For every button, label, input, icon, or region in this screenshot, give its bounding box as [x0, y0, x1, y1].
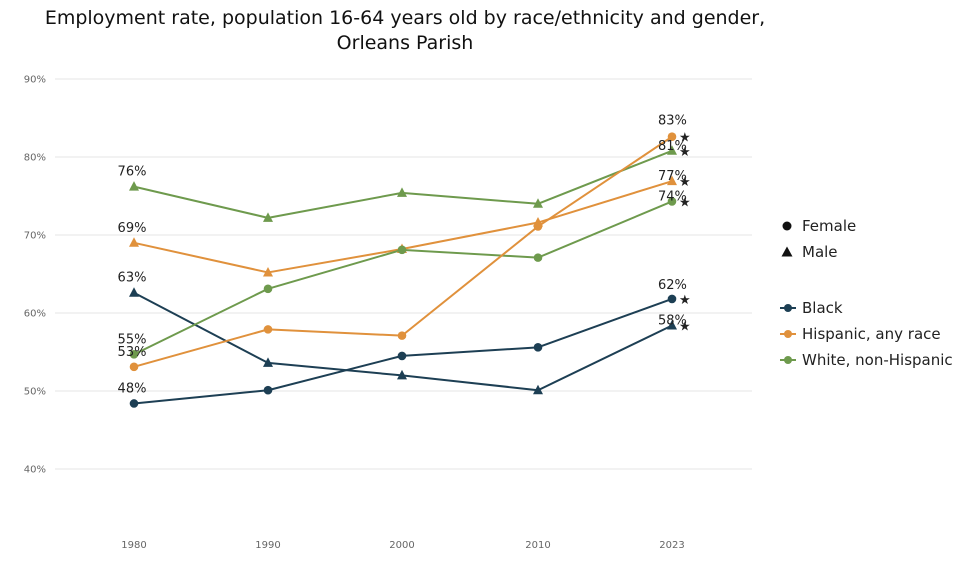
- triangle-marker: [667, 319, 677, 330]
- legend-item-female: Female: [780, 213, 856, 239]
- legend-item-male: Male: [780, 239, 856, 265]
- legend-label-black: Black: [802, 299, 843, 317]
- x-axis-ticks: 1980 1990 2000 2010 2023: [121, 540, 684, 551]
- data-label: 58%: [658, 313, 687, 328]
- x-tick-label: 2010: [525, 540, 550, 551]
- y-tick-label: 90%: [24, 75, 46, 86]
- triangle-marker: [667, 145, 677, 155]
- star-marker: ★: [679, 131, 691, 146]
- circle-marker: [533, 343, 543, 352]
- star-marker: ★: [679, 175, 691, 190]
- line-swatch-icon: [780, 353, 802, 367]
- circle-marker: [533, 253, 543, 262]
- triangle-marker: [397, 187, 407, 197]
- chart-title: Employment rate, population 16-64 years …: [0, 6, 810, 56]
- x-tick-label: 2023: [659, 540, 684, 551]
- x-tick-label: 2000: [389, 540, 414, 551]
- series-markers: ★★★★★★: [129, 131, 691, 408]
- y-tick-label: 60%: [24, 309, 46, 320]
- triangle-marker: [533, 384, 543, 395]
- triangle-marker: [263, 266, 273, 277]
- y-tick-label: 40%: [24, 465, 46, 476]
- legend-label-female: Female: [802, 217, 857, 235]
- circle-marker: [129, 399, 139, 408]
- star-marker: ★: [679, 319, 691, 334]
- data-label: 77%: [658, 169, 687, 184]
- data-label: 83%: [658, 114, 687, 129]
- data-label: 63%: [118, 271, 147, 286]
- circle-marker: [129, 362, 139, 372]
- triangle-marker: [533, 198, 543, 208]
- star-marker: ★: [679, 293, 691, 308]
- gridlines: [55, 78, 752, 470]
- x-tick-label: 1990: [255, 540, 280, 551]
- data-labels: 76% 81% 69% 77% 63% 58% 55% 74% 53% 83% 48% 62%: [118, 114, 687, 397]
- triangle-marker: [263, 357, 273, 367]
- legend-item-white: White, non-Hispanic: [780, 347, 953, 373]
- data-label: 81%: [658, 139, 687, 154]
- y-tick-label: 50%: [24, 387, 46, 398]
- triangle-marker: [667, 175, 677, 186]
- legend-label-male: Male: [802, 243, 838, 261]
- data-label: 69%: [118, 221, 147, 236]
- legend-label-white: White, non-Hispanic: [802, 351, 953, 369]
- circle-marker: [263, 385, 273, 395]
- triangle-marker: [129, 237, 139, 247]
- legend-label-hispanic: Hispanic, any race: [802, 325, 941, 343]
- circle-marker: [397, 351, 407, 361]
- data-label: 48%: [118, 381, 147, 396]
- line-swatch-icon: [780, 301, 802, 315]
- series-line: [133, 149, 673, 219]
- legend-gender: Female Male: [780, 213, 856, 265]
- data-label: 53%: [118, 345, 147, 360]
- circle-icon: [780, 219, 802, 233]
- circle-marker: [263, 284, 273, 294]
- y-tick-label: 70%: [24, 231, 46, 242]
- legend-race: Black Hispanic, any race White, non-Hisp…: [780, 295, 953, 373]
- circle-marker: [533, 222, 543, 231]
- triangle-marker: [129, 287, 139, 297]
- data-label: 55%: [118, 332, 147, 347]
- legend-item-black: Black: [780, 295, 953, 321]
- star-marker: ★: [679, 195, 691, 210]
- series-lines: [133, 135, 673, 405]
- chart-title-line-2: Orleans Parish: [336, 32, 474, 54]
- series-line: [133, 200, 673, 356]
- x-tick-label: 1980: [121, 540, 146, 551]
- circle-marker: [667, 197, 677, 206]
- triangle-marker: [129, 181, 139, 191]
- circle-marker: [397, 331, 407, 340]
- circle-marker: [667, 294, 677, 304]
- legend-item-hispanic: Hispanic, any race: [780, 321, 953, 347]
- triangle-marker: [397, 369, 407, 380]
- triangle-icon: [780, 245, 802, 259]
- y-tick-label: 80%: [24, 153, 46, 164]
- data-label: 76%: [118, 165, 147, 180]
- circle-marker: [263, 325, 273, 334]
- data-label: 74%: [658, 189, 687, 204]
- circle-marker: [129, 350, 139, 359]
- circle-marker: [397, 245, 407, 255]
- triangle-marker: [263, 212, 273, 222]
- circle-marker: [667, 132, 677, 142]
- data-label: 62%: [658, 278, 687, 293]
- line-swatch-icon: [780, 327, 802, 341]
- star-marker: ★: [679, 145, 691, 160]
- chart-title-line-1: Employment rate, population 16-64 years …: [44, 7, 766, 29]
- y-axis-ticks: 40% 50% 60% 70% 80% 90%: [24, 75, 46, 476]
